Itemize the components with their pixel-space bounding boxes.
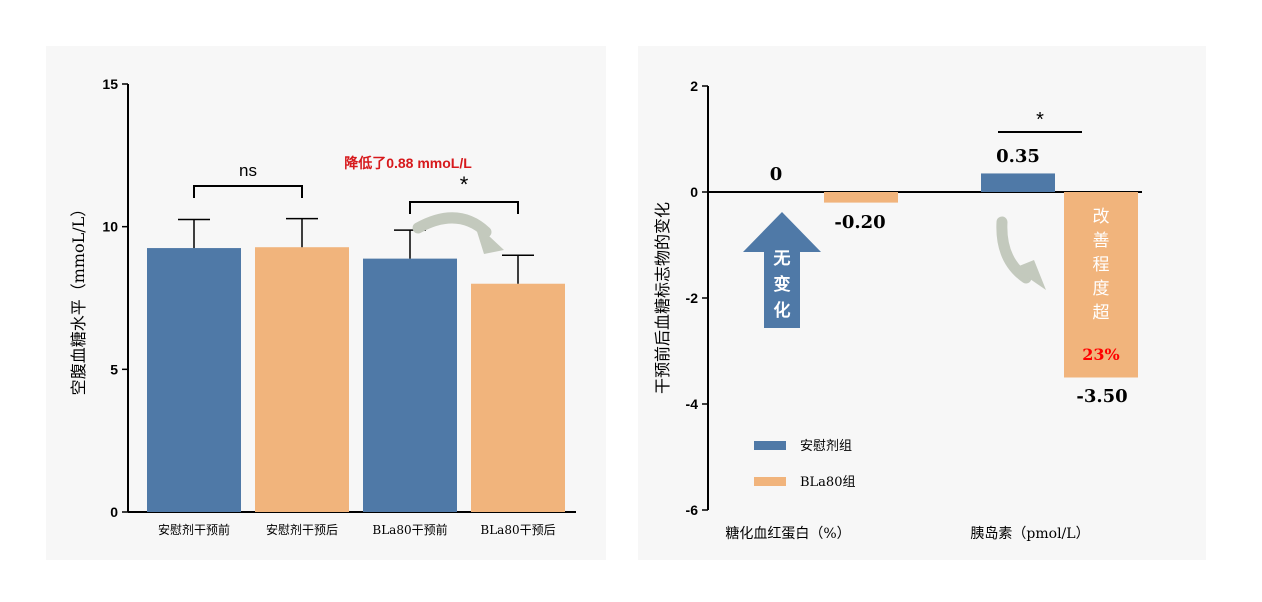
sig-bracket-ns bbox=[193, 185, 303, 198]
data-label: 0.35 bbox=[996, 146, 1040, 167]
trend-arrow-head bbox=[474, 222, 504, 254]
no-change-text: 无 bbox=[773, 249, 791, 268]
x-tick-label: 安慰剂干预前 bbox=[158, 522, 230, 537]
sig-bracket-star bbox=[409, 201, 519, 214]
sig-bracket-ns-label: ns bbox=[239, 161, 257, 180]
bar-placebo-2 bbox=[981, 173, 1055, 192]
improve-text: 改 bbox=[1093, 207, 1110, 227]
legend-label-bla80: BLa80组 bbox=[800, 475, 855, 490]
improve-text: 度 bbox=[1093, 279, 1110, 299]
trend-arrow-shaft bbox=[412, 212, 492, 238]
y-tick-label: 0 bbox=[110, 504, 118, 520]
y-tick-label: 2 bbox=[690, 78, 698, 94]
x-tick-label: 安慰剂干预后 bbox=[266, 522, 338, 537]
sig-star: * bbox=[1036, 109, 1044, 131]
improve-text: 善 bbox=[1093, 231, 1110, 251]
left-chart-panel: 0 5 10 15 空腹血糖水平（mmoL/L） 安慰剂干预前 安慰剂干预后 BLa80干预前… bbox=[46, 46, 606, 560]
bar-bla80-2 bbox=[1064, 192, 1138, 378]
legend-label-placebo: 安慰剂组 bbox=[800, 439, 852, 454]
marker-change-chart: 2 0 -2 -4 -6 干预前后血糖标志物的变化 0 -0.20 0.35 -3.50 * 无变化 改… bbox=[653, 78, 1142, 542]
trend-arrow-head bbox=[1014, 260, 1046, 290]
no-change-arrow bbox=[743, 212, 821, 328]
x-tick-label: 胰岛素（pmol/L） bbox=[970, 526, 1089, 542]
bar-1 bbox=[147, 248, 241, 513]
x-tick-label: BLa80干预前 bbox=[372, 522, 447, 537]
sig-bracket-star-label: * bbox=[460, 172, 469, 197]
x-tick-label: 糖化血红蛋白（%） bbox=[725, 526, 850, 542]
bar-3 bbox=[363, 258, 457, 512]
fasting-glucose-chart: 0 5 10 15 空腹血糖水平（mmoL/L） 安慰剂干预前 安慰剂干预后 BLa80干预前… bbox=[69, 76, 576, 537]
no-change-text: 变 bbox=[774, 274, 791, 294]
y-tick-label: 5 bbox=[110, 361, 118, 377]
trend-arrow-shaft bbox=[996, 216, 1032, 284]
legend-swatch-bla80 bbox=[754, 477, 786, 486]
bar-bla80-1 bbox=[824, 192, 898, 203]
x-tick-label: BLa80干预后 bbox=[480, 523, 555, 537]
y-tick-label: -2 bbox=[686, 290, 699, 306]
y-tick-label: 0 bbox=[690, 184, 698, 200]
data-label: 0 bbox=[770, 164, 783, 185]
y-tick-label: -4 bbox=[686, 396, 699, 412]
y-axis-label: 干预前后血糖标志物的变化 bbox=[653, 202, 672, 394]
reduction-callout: 降低了0.88 mmoL/L bbox=[344, 155, 472, 171]
improve-text: 超 bbox=[1093, 303, 1110, 323]
no-change-text: 化 bbox=[774, 300, 791, 320]
data-label: -0.20 bbox=[834, 212, 885, 233]
y-tick-label: 10 bbox=[102, 219, 118, 235]
improve-text: 程 bbox=[1093, 255, 1110, 275]
right-chart-panel: 2 0 -2 -4 -6 干预前后血糖标志物的变化 0 -0.20 0.35 -3.50 * 无变化 改… bbox=[638, 46, 1206, 560]
bar-2 bbox=[255, 247, 349, 512]
y-axis-label: 空腹血糖水平（mmoL/L） bbox=[69, 201, 88, 396]
y-tick-label: 15 bbox=[102, 76, 118, 92]
data-label: -3.50 bbox=[1076, 386, 1127, 407]
y-tick-label: -6 bbox=[686, 502, 699, 518]
bar-4 bbox=[471, 283, 565, 512]
improve-percent: 23% bbox=[1082, 345, 1119, 364]
legend-swatch-placebo bbox=[754, 441, 786, 450]
